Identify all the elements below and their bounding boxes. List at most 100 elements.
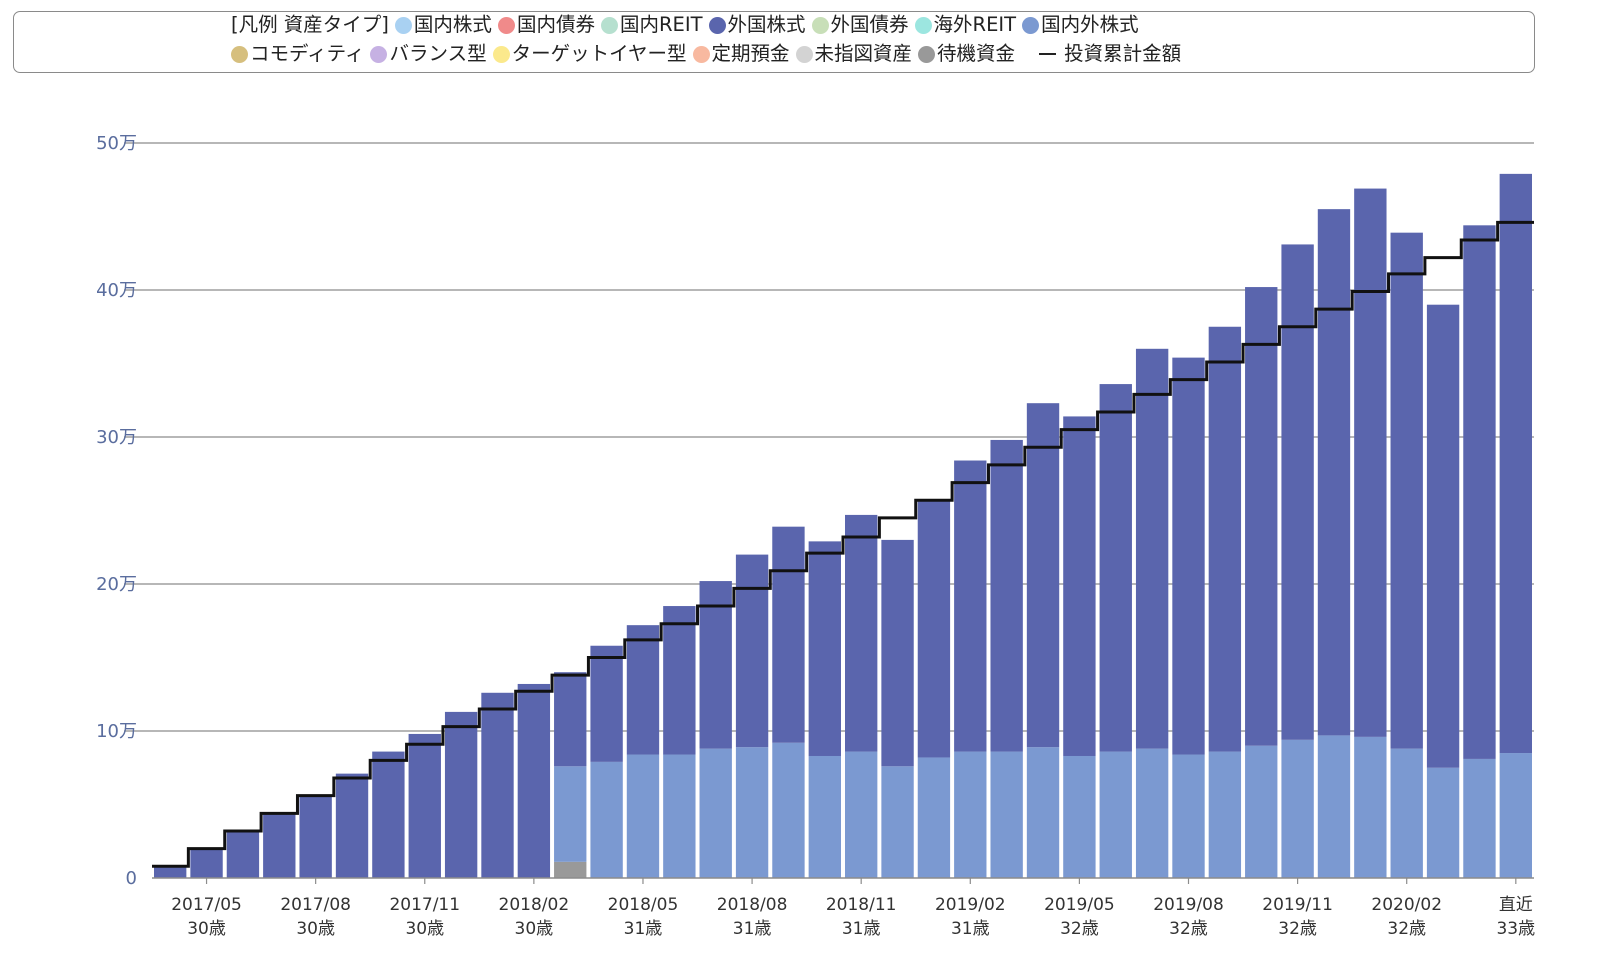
- legend-label: コモディティ: [250, 42, 365, 65]
- legend-swatch: [394, 16, 412, 34]
- x-tick-age: 30歳: [515, 919, 554, 939]
- bar-segment: [554, 766, 587, 862]
- legend-item[interactable]: 定期預金: [692, 42, 790, 66]
- bar-segment: [1026, 403, 1060, 748]
- bar-segment: [917, 500, 951, 758]
- x-tick-age: 32歳: [1060, 919, 1099, 939]
- bar-segment: [554, 672, 587, 767]
- y-tick-label: 10万: [96, 721, 137, 742]
- bar-segment: [1099, 751, 1132, 878]
- x-tick-date: 2020/02: [1371, 895, 1442, 915]
- x-tick-date: 2019/02: [935, 895, 1006, 915]
- bar-segment: [1063, 416, 1096, 756]
- bar-segment: [1135, 748, 1169, 878]
- x-tick-date: 2017/11: [389, 895, 460, 915]
- x-tick-date: 2019/08: [1153, 895, 1224, 915]
- legend-swatch: [492, 45, 510, 63]
- x-tick-date: 2018/08: [717, 895, 788, 915]
- bar-segment: [1172, 357, 1205, 755]
- legend-title: [凡例 資産タイプ]: [231, 13, 389, 36]
- bar-segment: [699, 581, 732, 749]
- legend-label: 外国株式: [727, 13, 806, 36]
- legend-item[interactable]: 外国株式: [708, 13, 806, 37]
- bar-segment: [372, 751, 405, 878]
- legend-label: 国内外株式: [1041, 13, 1139, 36]
- x-tick-age: 32歳: [1169, 919, 1208, 939]
- x-tick-date: 2018/05: [608, 895, 679, 915]
- legend-swatch: [708, 16, 726, 34]
- legend-label: 国内株式: [413, 13, 492, 36]
- legend-item[interactable]: 国内外株式: [1022, 13, 1139, 37]
- legend-item[interactable]: 国内債券: [497, 13, 595, 37]
- bar-segment: [1463, 225, 1496, 759]
- bar-segment: [1390, 748, 1423, 878]
- bar-segment: [1281, 244, 1314, 740]
- x-tick-date: 2018/11: [826, 895, 897, 915]
- y-tick-label: 30万: [96, 427, 137, 448]
- bar-segment: [1063, 755, 1096, 878]
- bar-segment: [1499, 753, 1532, 878]
- legend-item[interactable]: 未指図資産: [795, 42, 913, 66]
- legend-item[interactable]: 国内株式: [394, 13, 492, 37]
- x-tick-age: 30歳: [405, 919, 444, 939]
- bar-segment: [1426, 767, 1460, 878]
- legend-swatch: [1022, 16, 1040, 34]
- y-tick-label: 40万: [96, 280, 137, 301]
- legend-label: 未指図資産: [814, 42, 913, 65]
- bar-segment: [735, 554, 769, 748]
- legend-swatch: [231, 45, 248, 63]
- bar-segment: [1390, 232, 1423, 749]
- bar-segment: [990, 439, 1023, 752]
- bar-segment: [1135, 348, 1169, 749]
- legend-item[interactable]: 国内REIT: [600, 13, 703, 37]
- bar-segment: [335, 773, 369, 878]
- bar-segment: [663, 754, 696, 878]
- legend-item[interactable]: 海外REIT: [914, 13, 1016, 37]
- legend: [凡例 資産タイプ] 国内株式 国内債券 国内REIT 外国株式 外国債券 海外REIT 国…: [13, 11, 1535, 73]
- legend-label: バランス型: [389, 42, 487, 65]
- bars: [154, 173, 1532, 878]
- bar-segment: [1426, 304, 1460, 768]
- legend-item[interactable]: 待機資金: [918, 42, 1015, 66]
- x-tick-date: 2019/11: [1262, 895, 1333, 915]
- bar-segment: [1208, 751, 1242, 878]
- legend-label: 待機資金: [937, 42, 1016, 65]
- x-tick-age: 31歳: [624, 919, 663, 939]
- legend-item[interactable]: コモディティ: [231, 42, 364, 66]
- bar-segment: [481, 692, 514, 878]
- bar-segment: [226, 830, 260, 878]
- legend-item[interactable]: 外国債券: [811, 13, 909, 37]
- x-tick-age: 30歳: [296, 919, 335, 939]
- invested-line-layer: [152, 220, 1534, 868]
- legend-row-2: コモディティ バランス型 ターゲットイヤー型 定期預金 未指図資産 待機資金 投資累計金額: [231, 42, 1187, 66]
- bar-segment: [1208, 326, 1242, 752]
- legend-item[interactable]: バランス型: [370, 42, 487, 66]
- bar-segment: [954, 751, 987, 878]
- x-tick-age: 32歳: [1387, 919, 1426, 939]
- x-tick-date: 2017/08: [280, 895, 351, 915]
- bar-segment: [1354, 188, 1387, 737]
- legend-item[interactable]: ターゲットイヤー型: [492, 42, 687, 66]
- legend-item-invested[interactable]: 投資累計金額: [1021, 42, 1181, 66]
- bar-segment: [1245, 745, 1278, 878]
- x-tick-date: 2017/05: [171, 895, 242, 915]
- legend-swatch: [600, 16, 618, 34]
- bar-segment: [954, 460, 987, 752]
- bar-segment: [626, 625, 660, 755]
- bar-segment: [299, 795, 332, 878]
- bar-segment: [1354, 736, 1387, 878]
- bar-segment: [408, 733, 441, 878]
- bar-segment: [699, 748, 732, 878]
- bar-segment: [1099, 384, 1132, 752]
- legend-line-label: 投資累計金額: [1064, 42, 1182, 65]
- bar-segment: [881, 766, 914, 878]
- legend-label: 国内REIT: [619, 13, 703, 36]
- bar-segment: [663, 606, 696, 755]
- bar-segment: [190, 848, 223, 878]
- bar-segment: [626, 754, 660, 878]
- legend-label: 定期預金: [711, 42, 790, 65]
- bar-segment: [990, 751, 1023, 878]
- bar-segment: [1026, 747, 1060, 878]
- y-tick-label: 0: [126, 868, 137, 889]
